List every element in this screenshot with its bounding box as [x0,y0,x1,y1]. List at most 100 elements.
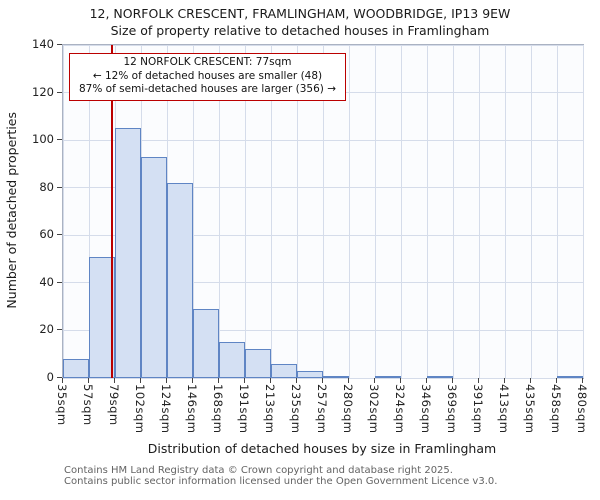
annotation-property: 12 NORFOLK CRESCENT: 77sqm [123,56,292,68]
y-tick-mark [57,281,62,283]
gridline-vertical [556,45,558,378]
gridline-vertical [88,45,90,378]
gridline-vertical [426,45,428,378]
x-tick-mark [192,378,193,383]
histogram-bar [557,375,583,378]
x-tick-mark [556,378,557,383]
x-tick-label: 346sqm [419,384,433,434]
gridline-vertical [452,45,454,378]
x-tick-label: 146sqm [185,384,199,434]
gridline-vertical [504,45,506,378]
annotation-smaller: ← 12% of detached houses are smaller (48… [92,69,323,82]
histogram-bar [167,182,193,378]
chart-subtitle: Size of property relative to detached ho… [110,23,490,38]
x-tick-label: 369sqm [445,384,459,434]
x-tick-mark [582,378,583,383]
y-tick-label: 20 [39,322,54,337]
x-tick-mark [478,378,479,383]
y-tick-label: 40 [39,274,54,289]
x-tick-mark [348,378,349,383]
x-tick-mark [452,378,453,383]
chart-title: 12, NORFOLK CRESCENT, FRAMLINGHAM, WOODB… [89,6,511,21]
x-tick-mark [88,378,89,383]
x-tick-label: 435sqm [523,384,537,434]
x-tick-label: 280sqm [341,384,355,434]
x-tick-mark [296,378,297,383]
annotation-larger: 87% of semi-detached houses are larger (… [79,83,336,96]
x-tick-label: 480sqm [575,384,589,434]
y-tick-label: 60 [39,227,54,242]
gridline-vertical [400,45,402,378]
histogram-bar [89,256,115,378]
x-tick-mark [244,378,245,383]
x-tick-label: 79sqm [107,384,121,426]
gridline-vertical [244,45,246,378]
plot-area: 12 NORFOLK CRESCENT: 77sqm ← 12% of deta… [62,44,584,379]
histogram-bar [245,349,271,378]
gridline-horizontal [63,377,583,379]
y-tick-label: 80 [39,179,54,194]
gridline-vertical [296,45,298,378]
gridline-vertical [192,45,194,378]
x-tick-label: 413sqm [497,384,511,434]
x-tick-label: 302sqm [367,384,381,434]
x-tick-label: 391sqm [471,384,485,434]
histogram-bar [193,309,219,378]
x-tick-label: 324sqm [393,384,407,434]
property-marker-line [111,45,114,378]
x-tick-label: 458sqm [549,384,563,434]
x-tick-label: 235sqm [289,384,303,434]
footer-licence: Contains public sector information licen… [64,476,498,487]
y-tick-mark [57,329,62,331]
x-tick-mark [322,378,323,383]
x-tick-mark [426,378,427,383]
x-tick-mark [218,378,219,383]
x-tick-label: 102sqm [133,384,147,434]
x-tick-mark [504,378,505,383]
gridline-vertical [478,45,480,378]
x-tick-label: 124sqm [159,384,173,434]
x-axis-label: Distribution of detached houses by size … [147,441,497,456]
histogram-bar [141,156,167,378]
histogram-bar [375,375,401,378]
histogram-bar [427,375,453,378]
x-tick-mark [140,378,141,383]
property-annotation-box: 12 NORFOLK CRESCENT: 77sqm ← 12% of deta… [69,53,346,101]
gridline-vertical [348,45,350,378]
footer-copyright: Contains HM Land Registry data © Crown c… [64,465,453,476]
x-tick-mark [62,378,63,383]
x-tick-mark [270,378,271,383]
x-tick-label: 168sqm [211,384,225,434]
histogram-bar [115,128,141,378]
histogram-bar [297,370,323,378]
gridline-vertical [322,45,324,378]
y-tick-mark [57,377,62,378]
y-tick-label: 120 [32,84,54,99]
x-tick-mark [530,378,531,383]
y-tick-mark [57,186,62,188]
x-tick-label: 191sqm [237,384,251,434]
x-tick-label: 35sqm [55,384,69,426]
y-axis-label: Number of detached properties [4,112,19,309]
y-tick-mark [57,44,62,45]
y-tick-mark [57,139,62,141]
gridline-vertical [270,45,272,378]
histogram-bar [323,375,349,378]
y-tick-label: 0 [46,370,54,384]
x-tick-mark [166,378,167,383]
gridline-vertical [582,45,584,378]
histogram-bar [63,358,89,378]
gridline-vertical [374,45,376,378]
x-tick-label: 213sqm [263,384,277,434]
y-tick-label: 100 [32,132,54,147]
y-tick-mark [57,91,62,93]
histogram-bar [271,363,297,378]
histogram-bar [219,342,245,378]
x-tick-mark [114,378,115,383]
y-tick-label: 140 [32,37,54,51]
x-tick-mark [374,378,375,383]
gridline-vertical [530,45,532,378]
x-tick-mark [400,378,401,383]
x-tick-label: 257sqm [315,384,329,434]
